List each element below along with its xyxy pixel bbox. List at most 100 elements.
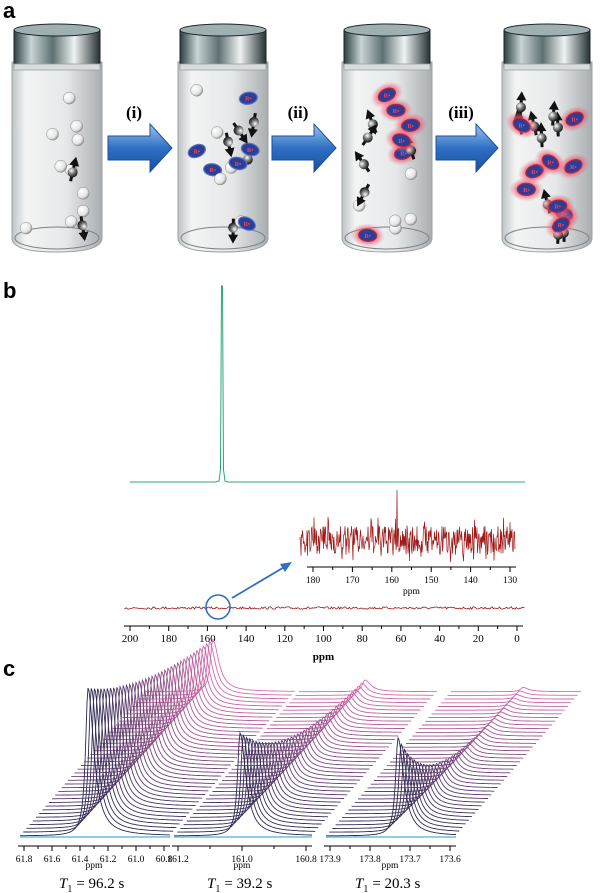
spin-ball — [552, 122, 563, 133]
nucleus — [54, 160, 68, 173]
tick-label: 20 — [473, 633, 485, 645]
spectrum-trace — [282, 694, 421, 711]
axis-unit: ppm — [382, 861, 400, 871]
zoom-arrow-head — [280, 562, 292, 572]
spectrum-trace — [342, 759, 473, 818]
nucleus — [63, 91, 76, 105]
tick-label: 130 — [503, 576, 518, 586]
tick-label: 173.6 — [439, 855, 461, 865]
vial-cap-top — [179, 23, 267, 37]
spectrum-trace — [415, 724, 546, 733]
spectrum-trace — [103, 665, 254, 741]
nucleus — [190, 83, 203, 97]
vial-cap-top — [343, 23, 431, 37]
t1-subscript: 1 — [215, 884, 220, 893]
spectrum-trace — [96, 668, 247, 748]
spectrum-thermal — [124, 605, 525, 611]
spectrum-trace — [367, 761, 498, 789]
spectrum-trace — [199, 741, 338, 807]
spectrum-trace — [23, 688, 174, 833]
spin-ball — [67, 167, 78, 178]
spectrum-trace — [438, 701, 568, 707]
spectrum-trace — [253, 718, 392, 744]
spectrum-trace — [266, 708, 405, 730]
t1-subscript: 1 — [363, 884, 368, 893]
radical-label: R• — [244, 222, 250, 228]
spectrum-trace — [431, 708, 562, 715]
arrow-head — [69, 156, 80, 167]
t1-label: T1 = 96.2 s — [59, 876, 125, 893]
nucleus — [70, 120, 83, 133]
t1-value: = 39.2 s — [224, 876, 272, 892]
radical — [512, 117, 531, 133]
spin-ball — [228, 222, 239, 233]
spectrum-trace — [345, 761, 476, 815]
tick-label: 60.8 — [156, 855, 173, 865]
spectrum-trace — [447, 690, 578, 696]
nucleus — [210, 126, 224, 139]
spectrum-trace — [351, 763, 482, 807]
spectrum-trace — [361, 763, 492, 796]
t1-subscript: 1 — [67, 884, 72, 893]
arrow-head — [365, 109, 376, 120]
vial-body — [11, 61, 103, 253]
spectrum-trace — [218, 738, 357, 785]
stacked-spectra — [326, 687, 581, 838]
tick-label: 150 — [424, 576, 439, 586]
tick-label: 61.2 — [100, 855, 117, 865]
spectrum-trace — [112, 659, 263, 730]
radical — [564, 159, 583, 174]
tick-label: 100 — [315, 633, 332, 645]
nucleus — [76, 204, 90, 218]
spectrum-trace — [286, 691, 424, 707]
radical — [401, 118, 421, 132]
spin-ball — [536, 133, 547, 144]
tick-label: 173.9 — [319, 855, 341, 865]
arrow-head — [78, 231, 89, 242]
tick-label: 61.6 — [44, 855, 61, 865]
spectrum-trace — [406, 734, 536, 744]
tick-label: 120 — [277, 633, 294, 645]
spectrum-trace — [106, 663, 257, 737]
step-label: (ii) — [288, 103, 309, 122]
radical — [392, 133, 411, 148]
axis-unit: ppm — [403, 587, 421, 597]
spin-arrow — [356, 183, 371, 207]
step-label: (i) — [126, 103, 142, 122]
t1-label: T1 = 39.2 s — [207, 876, 273, 893]
spin-ball — [223, 136, 234, 147]
zoom-circle — [205, 594, 231, 620]
tick-label: 80 — [357, 633, 369, 645]
vial: R• R• R• R• R• R• — [341, 23, 433, 253]
spin-arrow — [228, 218, 239, 244]
t1-symbol: T — [355, 876, 365, 892]
panel-label: b — [3, 278, 16, 303]
spin-arrow — [67, 156, 80, 182]
vial-neck — [343, 63, 431, 71]
radical — [240, 142, 260, 157]
radical-label: R• — [531, 170, 537, 176]
nucleus — [19, 221, 33, 235]
vial: R•R•R•R•R•R•R•R•R• — [501, 23, 593, 253]
t1-symbol: T — [59, 876, 69, 892]
spin-arrow — [223, 132, 235, 158]
spectrum-trace — [276, 700, 415, 719]
radical-label: R• — [209, 168, 215, 174]
radical-label: R• — [235, 162, 241, 168]
spin-arrow — [232, 122, 248, 144]
spectrum-trace — [90, 671, 241, 755]
spectrum-trace — [399, 740, 530, 752]
spectrum-trace — [238, 729, 376, 763]
radical — [548, 199, 568, 213]
stacked-spectra — [20, 638, 295, 838]
spin-arrow — [354, 151, 371, 173]
spectrum-trace — [20, 687, 170, 837]
spin-ball — [233, 125, 244, 136]
spectrum-trace — [418, 721, 549, 730]
nucleus — [71, 133, 85, 147]
nucleus — [64, 215, 78, 228]
vial-body — [177, 61, 269, 253]
tick-label: 161.0 — [231, 855, 253, 865]
spectrum-trace — [190, 739, 328, 818]
